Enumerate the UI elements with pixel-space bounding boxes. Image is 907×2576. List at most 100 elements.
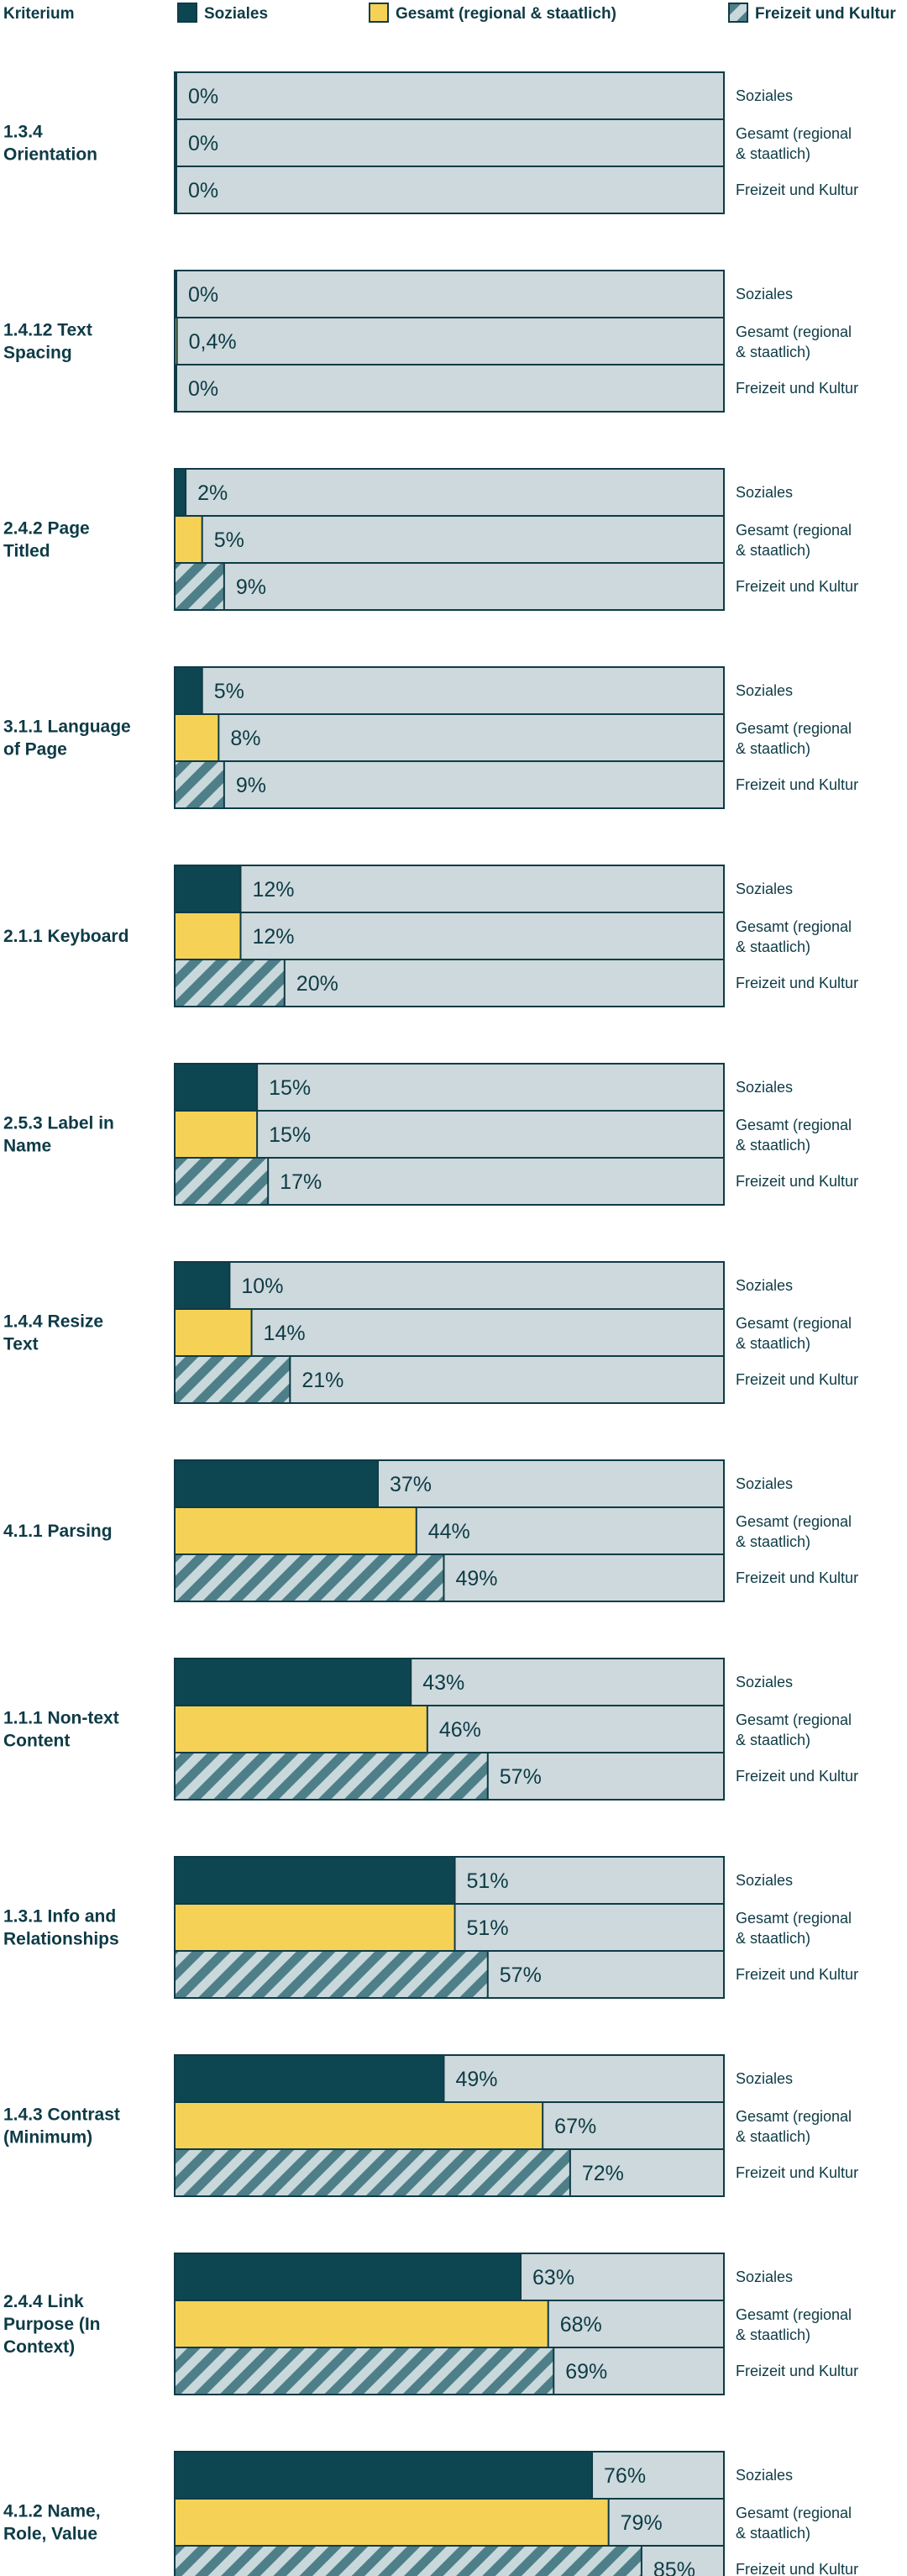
criterion-label: 1.4.3 Contrast (Minimum): [3, 2105, 120, 2148]
criterion-label: 2.5.3 Label in Name: [3, 1114, 114, 1156]
bar-track: [175, 667, 724, 714]
series-label: Freizeit und Kultur: [736, 1966, 858, 1983]
series-label: Soziales: [736, 682, 793, 699]
value-label: 9%: [236, 774, 266, 797]
value-label: 51%: [467, 1869, 509, 1893]
legend-swatch-0: [177, 3, 197, 23]
bar-1: [175, 714, 219, 761]
series-label: Gesamt (regional & staatlich): [736, 2306, 852, 2343]
bar-0: [175, 865, 241, 912]
series-label: Freizeit und Kultur: [736, 975, 858, 991]
bar-track: [175, 1262, 724, 1309]
series-label: Gesamt (regional & staatlich): [736, 720, 852, 757]
bar-outline: [174, 1157, 725, 1206]
criterion-group: 1.3.4 Orientation 0% Soziales 0% Gesamt (regi…: [3, 71, 858, 214]
series-label: Gesamt (regional & staatlich): [736, 522, 852, 559]
bar-track: [175, 1309, 724, 1356]
value-label: 72%: [582, 2162, 624, 2185]
bar-outline: [174, 2148, 725, 2197]
value-label: 21%: [301, 1369, 343, 1392]
series-label: Gesamt (regional & staatlich): [736, 323, 852, 360]
criterion-group: 1.1.1 Non-text Content 43% Soziales 46% Gesam…: [3, 1658, 858, 1801]
bar-track: [175, 271, 724, 318]
value-label: 85%: [653, 2558, 695, 2576]
series-label: Gesamt (regional & staatlich): [736, 1117, 852, 1154]
series-label: Freizeit und Kultur: [736, 2363, 858, 2379]
value-label: 15%: [269, 1076, 311, 1100]
value-label: 44%: [428, 1520, 470, 1543]
value-label: 49%: [455, 2068, 497, 2091]
legend-label-2: Freizeit und Kultur: [755, 5, 896, 23]
legend-swatch-1: [369, 3, 389, 23]
criterion-label: 1.4.4 Resize Text: [3, 1312, 103, 1354]
bar-track: [175, 72, 724, 119]
series-label: Freizeit und Kultur: [736, 776, 858, 793]
bar-2: [175, 2546, 642, 2576]
criterion-label: 2.4.2 Page Titled: [3, 519, 90, 561]
value-label: 37%: [390, 1473, 432, 1496]
criterion-label: 2.1.1 Keyboard: [3, 927, 128, 946]
series-label: Soziales: [736, 2467, 793, 2484]
series-label: Gesamt (regional & staatlich): [736, 2505, 852, 2542]
value-label: 5%: [214, 528, 244, 552]
value-label: 8%: [230, 727, 260, 750]
series-label: Freizeit und Kultur: [736, 1768, 858, 1785]
bar-outline: [174, 1752, 725, 1801]
bar-0: [175, 1659, 412, 1706]
criterion-group: 4.1.1 Parsing 37% Soziales 44% Gesamt (regio…: [3, 1459, 858, 1602]
value-label: 63%: [532, 2266, 574, 2289]
value-label: 79%: [621, 2511, 663, 2535]
bar-outline: [174, 760, 725, 809]
value-label: 67%: [554, 2115, 596, 2138]
series-label: Soziales: [736, 1674, 793, 1690]
criterion-label: 4.1.1 Parsing: [3, 1522, 113, 1541]
series-label: Soziales: [736, 1872, 793, 1889]
criterion-label: 1.4.12 Text Spacing: [3, 321, 92, 363]
bar-track: [175, 865, 724, 912]
value-label: 5%: [214, 680, 244, 703]
value-label: 0%: [188, 179, 218, 202]
series-label: Freizeit und Kultur: [736, 2561, 858, 2576]
series-label: Freizeit und Kultur: [736, 578, 858, 595]
bar-track: [175, 714, 724, 761]
value-label: 68%: [560, 2313, 602, 2337]
bar-1: [175, 2102, 543, 2149]
bar-outline: [174, 166, 725, 214]
value-label: 17%: [280, 1170, 322, 1194]
series-label: Soziales: [736, 2268, 793, 2285]
criterion-group: 1.4.3 Contrast (Minimum) 49% Soziales 67% Ges…: [3, 2054, 858, 2197]
criterion-label: 1.3.4 Orientation: [3, 123, 97, 165]
criterion-group: 2.4.4 Link Purpose (In Context) 63% Soziales…: [3, 2253, 858, 2395]
bar-0: [175, 1262, 230, 1309]
series-label: Gesamt (regional & staatlich): [736, 918, 852, 955]
bar-outline: [174, 1355, 725, 1404]
bar-outline: [174, 562, 725, 611]
series-label: Gesamt (regional & staatlich): [736, 1910, 852, 1947]
bar-1: [175, 318, 177, 365]
bar-1: [175, 1111, 258, 1158]
bar-2: [175, 959, 285, 1007]
bar-1: [175, 1507, 417, 1554]
value-label: 9%: [236, 576, 266, 599]
legend-label-1: Gesamt (regional & staatlich): [396, 5, 616, 23]
criterion-group: 2.5.3 Label in Name 15% Soziales 15% Gesamt (…: [3, 1063, 858, 1206]
series-label: Soziales: [736, 1079, 793, 1096]
bar-1: [175, 516, 202, 563]
series-label: Soziales: [736, 2070, 793, 2087]
value-label: 51%: [467, 1916, 509, 1940]
bar-2: [175, 563, 224, 610]
bar-outline: [174, 364, 725, 413]
criterion-label: 4.1.2 Name, Role, Value: [3, 2502, 101, 2544]
criterion-label: 1.1.1 Non-text Content: [3, 1709, 119, 1751]
bar-track: [175, 1064, 724, 1111]
value-label: 43%: [422, 1671, 464, 1695]
series-label: Soziales: [736, 1277, 793, 1294]
value-label: 14%: [264, 1322, 306, 1345]
criterion-group: 1.4.4 Resize Text 10% Soziales 14% Gesamt (re…: [3, 1261, 858, 1404]
bar-2: [175, 2347, 554, 2395]
value-label: 15%: [269, 1123, 311, 1147]
series-label: Freizeit und Kultur: [736, 380, 858, 397]
legend-label-0: Soziales: [204, 5, 268, 23]
series-label: Freizeit und Kultur: [736, 181, 858, 198]
